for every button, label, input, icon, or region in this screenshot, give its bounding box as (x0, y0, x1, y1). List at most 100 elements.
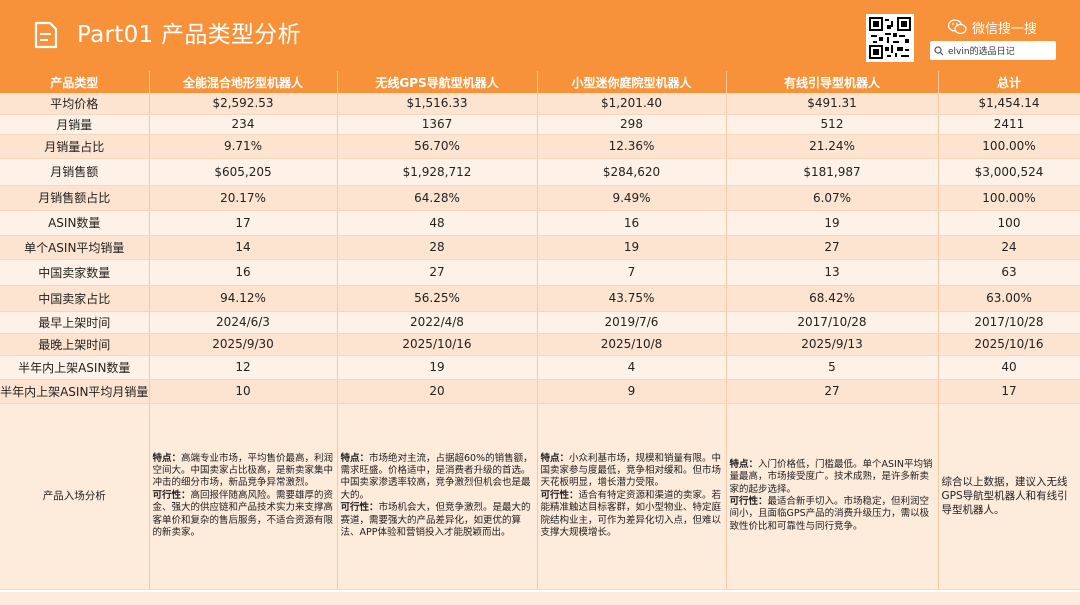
column-header: 总计 (938, 71, 1080, 93)
cell-value: 2025/10/8 (537, 333, 727, 356)
column-header: 产品类型 (0, 71, 150, 93)
cell-value: 2017/10/28 (726, 311, 939, 334)
feasibility-text: 市场机会大，但竞争激烈。是最大的赛道，需要强大的产品差异化，如更优的算法、APP… (340, 502, 531, 539)
product-type-table: 产品类型 全能混合地形型机器人 无线GPS导航型机器人 小型迷你庭院型机器人 有… (0, 71, 1080, 590)
row-label: ASIN数量 (0, 210, 150, 236)
cell-value: 2025/9/13 (726, 333, 939, 356)
cell-value: $284,620 (537, 158, 727, 186)
analysis-row: 产品入场分析 特点：高端专业市场，平均售价最高，利润空间大。中国卖家占比极高，是新… (0, 403, 1080, 590)
feature-label: 特点： (152, 452, 182, 464)
analysis-summary: 综合以上数据，建议入无线GPS导航型机器人和有线引导型机器人。 (938, 403, 1080, 590)
cell-value: 17 (938, 379, 1080, 404)
cell-value: 27 (726, 379, 939, 404)
table-row: 半年内上架ASIN数量 12 19 4 5 40 (0, 355, 1080, 380)
page-title: Part01 产品类型分析 (77, 22, 301, 48)
feature-text: 小众利基市场，规模和销量有限。中国卖家参与度最低，竞争相对缓和。但市场天花板明显… (540, 452, 722, 489)
cell-value: 68.42% (726, 285, 939, 312)
column-header: 小型迷你庭院型机器人 (537, 71, 727, 93)
cell-value: 2024/6/3 (149, 311, 338, 334)
cell-value: 19 (726, 210, 939, 236)
row-label: 最早上架时间 (0, 311, 150, 334)
feature-label: 特点： (729, 458, 759, 470)
cell-value: 2019/7/6 (537, 311, 727, 334)
cell-value: 48 (337, 210, 538, 236)
cell-value: 64.28% (337, 185, 538, 211)
row-label: 中国卖家数量 (0, 259, 150, 286)
cell-value: 298 (537, 114, 727, 135)
row-label: 月销量占比 (0, 134, 150, 159)
cell-value: 12.36% (537, 134, 727, 159)
search-input[interactable]: elvin的选品日记 (930, 41, 1056, 60)
cell-value: 2017/10/28 (938, 311, 1080, 334)
cell-value: 20 (337, 379, 538, 404)
row-label: 半年内上架ASIN数量 (0, 355, 150, 380)
wechat-search-label: 微信搜一搜 (948, 17, 1037, 37)
cell-value: $1,928,712 (337, 158, 538, 186)
cell-value: 1367 (337, 114, 538, 135)
cell-value: 14 (149, 235, 338, 260)
column-header: 无线GPS导航型机器人 (337, 71, 538, 93)
analysis-cell: 特点：入门价格低，门槛最低。单个ASIN平均销量最高，市场接受度广。技术成熟，是… (726, 403, 939, 590)
row-label: 单个ASIN平均销量 (0, 235, 150, 260)
feasibility-label: 可行性： (340, 502, 379, 514)
qr-code (866, 14, 914, 62)
cell-value: 19 (537, 235, 727, 260)
table-row: 最早上架时间 2024/6/3 2022/4/8 2019/7/6 2017/10/28… (0, 311, 1080, 334)
table-row: 月销售额占比 20.17% 64.28% 9.49% 6.07% 100.00% (0, 185, 1080, 211)
cell-value: 2025/9/30 (149, 333, 338, 356)
table-row: 月销量占比 9.71% 56.70% 12.36% 21.24% 100.00% (0, 134, 1080, 159)
cell-value: $2,592.53 (149, 93, 338, 115)
row-label: 半年内上架ASIN平均月销量 (0, 379, 150, 404)
table-row: ASIN数量 17 48 16 19 100 (0, 210, 1080, 236)
feature-label: 特点： (340, 452, 370, 464)
cell-value: $181,987 (726, 158, 939, 186)
table-row: 最晚上架时间 2025/9/30 2025/10/16 2025/10/8 2025/9… (0, 333, 1080, 356)
cell-value: 24 (938, 235, 1080, 260)
cell-value: $1,516.33 (337, 93, 538, 115)
summary-text: 综合以上数据，建议入无线GPS导航型机器人和有线引导型机器人。 (941, 476, 1068, 516)
document-icon (34, 21, 58, 49)
row-label: 中国卖家占比 (0, 285, 150, 312)
column-header: 全能混合地形型机器人 (149, 71, 338, 93)
row-label: 月销售额占比 (0, 185, 150, 211)
header-bar: Part01 产品类型分析 微信搜一搜 elvin的选品日记 (0, 0, 1080, 71)
cell-value: 27 (337, 259, 538, 286)
feature-text: 市场绝对主流，占据超60%的销售额，需求旺盛。价格适中，是消费者升级的首选。中国… (340, 452, 533, 501)
analysis-cell: 特点：市场绝对主流，占据超60%的销售额，需求旺盛。价格适中，是消费者升级的首选… (337, 403, 538, 590)
row-label: 月销售额 (0, 158, 150, 186)
cell-value: 40 (938, 355, 1080, 380)
cell-value: 9.71% (149, 134, 338, 159)
cell-value: 4 (537, 355, 727, 380)
cell-value: $3,000,524 (938, 158, 1080, 186)
cell-value: 2025/10/16 (938, 333, 1080, 356)
cell-value: 94.12% (149, 285, 338, 312)
table-row: 月销量 234 1367 298 512 2411 (0, 114, 1080, 135)
cell-value: 100 (938, 210, 1080, 236)
cell-value: 56.25% (337, 285, 538, 312)
cell-value: 234 (149, 114, 338, 135)
bottom-band (0, 592, 1080, 605)
cell-value: 16 (537, 210, 727, 236)
cell-value: 100.00% (938, 134, 1080, 159)
row-label: 最晚上架时间 (0, 333, 150, 356)
wechat-icon (948, 19, 967, 35)
table-row: 中国卖家数量 16 27 7 13 63 (0, 259, 1080, 286)
cell-value: $1,201.40 (537, 93, 727, 115)
feature-label: 特点： (540, 452, 570, 464)
cell-value: 17 (149, 210, 338, 236)
table-row: 半年内上架ASIN平均月销量 10 20 9 27 17 (0, 379, 1080, 404)
row-label: 平均价格 (0, 93, 150, 115)
cell-value: 6.07% (726, 185, 939, 211)
cell-value: 63 (938, 259, 1080, 286)
cell-value: $605,205 (149, 158, 338, 186)
feature-text: 入门价格低，门槛最低。单个ASIN平均销量最高，市场接受度广。技术成熟，是许多新… (729, 458, 933, 495)
cell-value: 12 (149, 355, 338, 380)
cell-value: 512 (726, 114, 939, 135)
cell-value: 21.24% (726, 134, 939, 159)
cell-value: 2025/10/16 (337, 333, 538, 356)
feasibility-text: 高回报伴随高风险。需要雄厚的资金、强大的供应链和产品技术实力来支撑高客单价和复杂… (152, 489, 334, 539)
cell-value: 10 (149, 379, 338, 404)
cell-value: 43.75% (537, 285, 727, 312)
table-row: 单个ASIN平均销量 14 28 19 27 24 (0, 235, 1080, 260)
cell-value: 28 (337, 235, 538, 260)
